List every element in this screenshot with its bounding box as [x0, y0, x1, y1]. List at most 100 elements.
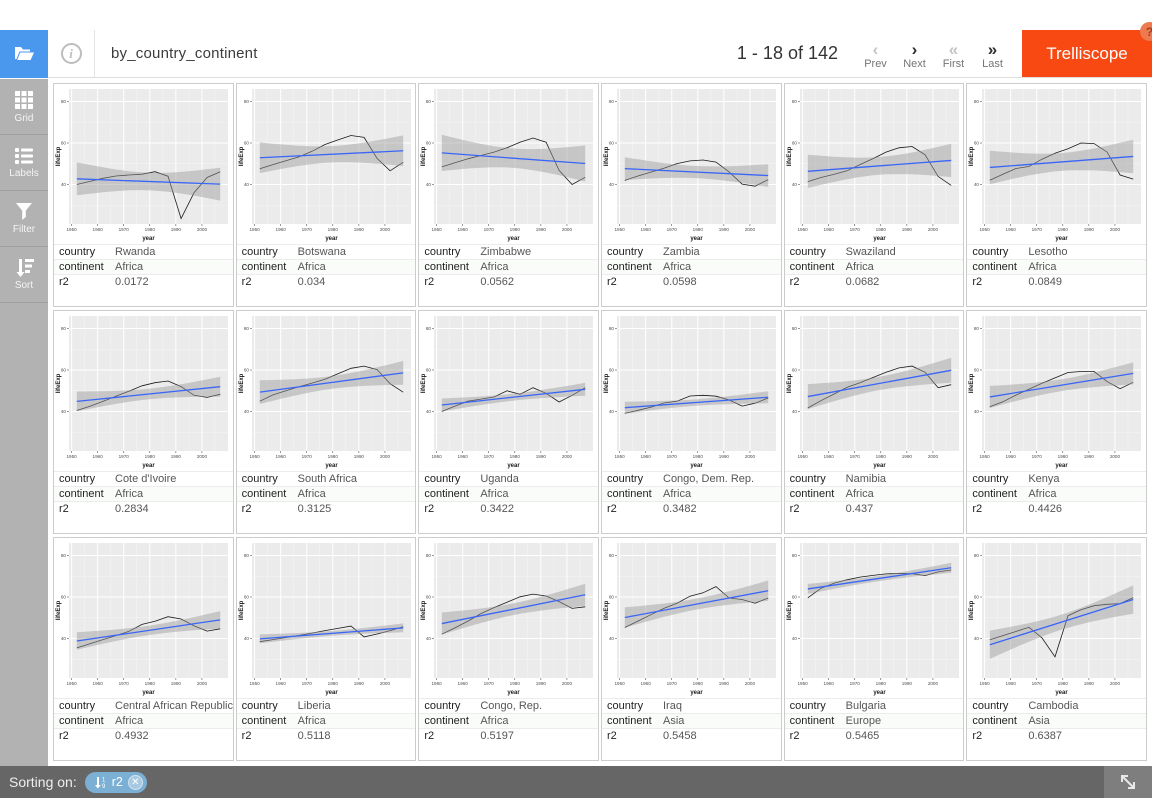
svg-text:2000: 2000 — [562, 227, 573, 232]
svg-text:lifeExp: lifeExp — [56, 373, 62, 393]
label-row[interactable]: continent Africa — [602, 259, 781, 275]
panel-iraq: 40 60 80 1950 1960 1970 1980 1990 2000 year lifeEx… — [601, 537, 782, 761]
svg-text:60: 60 — [426, 368, 432, 373]
label-row[interactable]: country Namibia — [784, 471, 964, 487]
first-page-button[interactable]: « First — [934, 38, 973, 70]
label-row[interactable]: country Uganda — [419, 471, 598, 487]
trelliscope-brand-button[interactable]: Trelliscope ? — [1022, 22, 1152, 77]
label-key: country — [602, 471, 658, 487]
label-row[interactable]: continent Africa — [236, 713, 416, 729]
sidebar-item-filter[interactable]: Filter — [0, 191, 48, 247]
prev-page-button[interactable]: ‹ Prev — [856, 38, 895, 70]
label-row[interactable]: continent Africa — [784, 486, 964, 502]
label-row[interactable]: country Central African Republic — [54, 698, 233, 714]
label-row[interactable]: country Cambodia — [967, 698, 1146, 714]
sidebar-item-grid[interactable]: Grid — [0, 79, 48, 135]
label-row[interactable]: continent Europe — [784, 713, 964, 729]
label-row[interactable]: r2 0.3125 — [236, 501, 416, 517]
label-row[interactable]: country Congo, Dem. Rep. — [602, 471, 781, 487]
label-row[interactable]: r2 0.4932 — [54, 728, 233, 744]
label-key: continent — [419, 259, 476, 275]
label-row[interactable]: continent Africa — [54, 259, 233, 275]
svg-text:1950: 1950 — [614, 227, 625, 232]
svg-text:60: 60 — [609, 141, 615, 146]
label-row[interactable]: continent Africa — [967, 486, 1146, 502]
label-row[interactable]: r2 0.6387 — [967, 728, 1146, 744]
label-row[interactable]: r2 0.2834 — [54, 501, 233, 517]
svg-text:60: 60 — [609, 368, 615, 373]
label-row[interactable]: continent Africa — [236, 486, 416, 502]
next-page-button[interactable]: › Next — [895, 38, 934, 70]
label-row[interactable]: r2 0.0598 — [602, 274, 781, 290]
label-row[interactable]: r2 0.0849 — [967, 274, 1146, 290]
fullscreen-resize-handle[interactable] — [1104, 766, 1152, 798]
label-row[interactable]: r2 0.3422 — [419, 501, 598, 517]
svg-text:year: year — [142, 236, 155, 242]
label-row[interactable]: continent Africa — [602, 486, 781, 502]
svg-text:60: 60 — [974, 368, 980, 373]
panel-label-table: country Bulgaria continent Europe r2 0.5465 — [784, 698, 964, 744]
label-row[interactable]: country Liberia — [236, 698, 416, 714]
last-page-button[interactable]: » Last — [973, 38, 1012, 70]
label-row[interactable]: r2 0.034 — [236, 274, 416, 290]
panel-label-table: country Central African Republic continent… — [54, 698, 233, 744]
sidebar-item-labels[interactable]: Labels — [0, 135, 48, 191]
label-row[interactable]: r2 0.437 — [784, 501, 964, 517]
sidebar-item-sort[interactable]: Sort — [0, 247, 48, 303]
svg-text:2000: 2000 — [745, 681, 756, 686]
label-row[interactable]: continent Africa — [967, 259, 1146, 275]
label-row[interactable]: country Botswana — [236, 244, 416, 260]
sort-pill-r2[interactable]: 1 9 r2 ✕ — [84, 771, 147, 793]
label-row[interactable]: continent Africa — [236, 259, 416, 275]
label-row[interactable]: continent Africa — [54, 486, 233, 502]
label-row[interactable]: r2 0.0562 — [419, 274, 598, 290]
label-row[interactable]: r2 0.5458 — [602, 728, 781, 744]
label-row[interactable]: continent Africa — [419, 713, 598, 729]
label-row[interactable]: continent Africa — [54, 713, 233, 729]
label-row[interactable]: r2 0.5197 — [419, 728, 598, 744]
label-row[interactable]: country Congo, Rep. — [419, 698, 598, 714]
label-key: continent — [54, 713, 110, 729]
svg-text:80: 80 — [974, 553, 980, 558]
svg-text:1980: 1980 — [1058, 227, 1069, 232]
label-row[interactable]: country South Africa — [236, 471, 416, 487]
double-chevron-right-icon: » — [987, 39, 998, 59]
lifeexp-vs-year-plot: 40 60 80 1950 1960 1970 1980 1990 2000 year lifeEx… — [787, 316, 959, 469]
label-row[interactable]: r2 0.0172 — [54, 274, 233, 290]
display-info-button[interactable]: i — [48, 30, 94, 77]
label-row[interactable]: continent Asia — [602, 713, 781, 729]
open-display-button[interactable] — [0, 30, 48, 78]
label-row[interactable]: country Iraq — [602, 698, 781, 714]
label-row[interactable]: r2 0.5465 — [784, 728, 964, 744]
label-key: r2 — [236, 274, 293, 290]
label-row[interactable]: continent Africa — [784, 259, 964, 275]
label-row[interactable]: country Bulgaria — [784, 698, 964, 714]
label-row[interactable]: continent Asia — [967, 713, 1146, 729]
svg-text:80: 80 — [244, 553, 250, 558]
label-row[interactable]: r2 0.0682 — [784, 274, 964, 290]
label-key: continent — [54, 486, 110, 502]
label-row[interactable]: country Lesotho — [967, 244, 1146, 260]
label-row[interactable]: country Cote d'Ivoire — [54, 471, 233, 487]
help-badge[interactable]: ? — [1140, 22, 1152, 41]
label-row[interactable]: country Swaziland — [784, 244, 964, 260]
label-row[interactable]: country Zambia — [602, 244, 781, 260]
label-row[interactable]: country Rwanda — [54, 244, 233, 260]
svg-text:40: 40 — [609, 182, 615, 187]
label-value-continent: Africa — [292, 713, 416, 729]
label-row[interactable]: continent Africa — [419, 259, 598, 275]
remove-sort-button close-icon[interactable]: ✕ — [127, 774, 143, 790]
svg-text:1990: 1990 — [171, 681, 182, 686]
svg-text:1980: 1980 — [510, 454, 521, 459]
label-row[interactable]: country Zimbabwe — [419, 244, 598, 260]
label-row[interactable]: country Kenya — [967, 471, 1146, 487]
svg-text:year: year — [508, 690, 521, 696]
svg-text:year: year — [508, 236, 521, 242]
label-row[interactable]: r2 0.5118 — [236, 728, 416, 744]
label-row[interactable]: r2 0.3482 — [602, 501, 781, 517]
label-row[interactable]: r2 0.4426 — [967, 501, 1146, 517]
label-value-country: Liberia — [292, 698, 416, 714]
label-row[interactable]: continent Africa — [419, 486, 598, 502]
panel-label-table: country Kenya continent Africa r2 0.4426 — [967, 471, 1146, 517]
svg-text:1990: 1990 — [719, 227, 730, 232]
